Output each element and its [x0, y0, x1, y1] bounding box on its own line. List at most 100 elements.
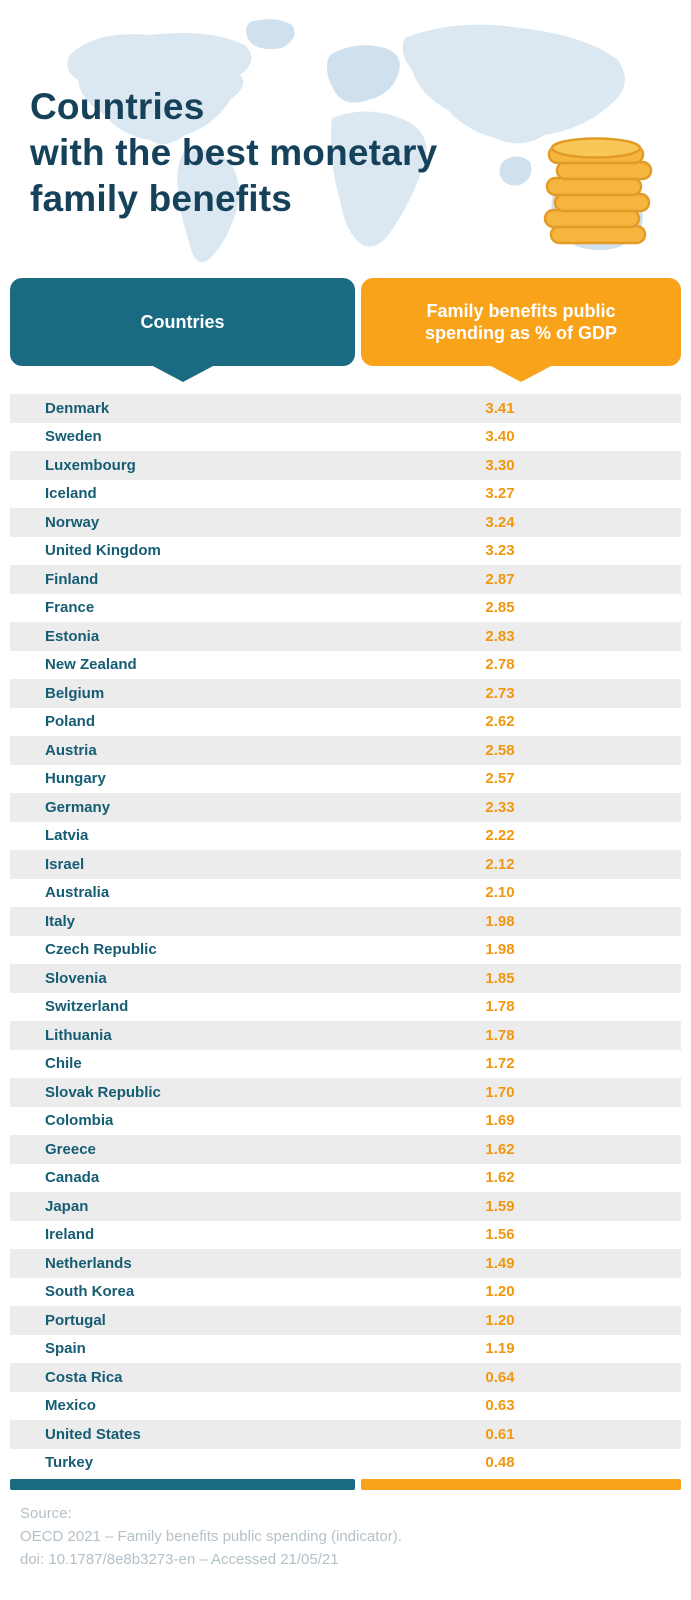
table-row: Finland 2.87 [10, 565, 681, 594]
country-name: United Kingdom [45, 542, 161, 560]
source-line-1: OECD 2021 – Family benefits public spend… [20, 1528, 402, 1545]
column-header-countries-label: Countries [140, 311, 225, 332]
table-row: Czech Republic 1.98 [10, 936, 681, 965]
country-name: Italy [45, 912, 76, 930]
spending-value: 1.56 [485, 1226, 515, 1244]
country-name: Lithuania [45, 1026, 112, 1044]
table-row: Greece 1.62 [10, 1135, 681, 1164]
country-name: New Zealand [45, 656, 137, 674]
spending-value: 1.62 [485, 1169, 515, 1187]
table-row: Poland 2.62 [10, 708, 681, 737]
spending-value: 0.48 [485, 1454, 515, 1472]
spending-value: 2.85 [485, 599, 515, 617]
country-name: Australia [45, 884, 110, 902]
country-name: Germany [45, 798, 111, 816]
spending-value: 2.58 [485, 741, 515, 759]
country-name: Netherlands [45, 1254, 132, 1272]
country-name: Estonia [45, 627, 100, 645]
page-title: Countries with the best monetary family … [0, 0, 560, 222]
country-name: Czech Republic [45, 941, 157, 959]
table-row: Japan 1.59 [10, 1192, 681, 1221]
country-name: Slovenia [45, 969, 107, 987]
spending-value: 2.78 [485, 656, 515, 674]
spending-value: 1.72 [485, 1055, 515, 1073]
spending-value: 1.62 [485, 1140, 515, 1158]
spending-value: 1.20 [485, 1283, 515, 1301]
table-row: Canada 1.62 [10, 1164, 681, 1193]
coin-stack-icon [543, 118, 653, 248]
table-row: Sweden 3.40 [10, 423, 681, 452]
spending-value: 3.40 [485, 428, 515, 446]
spending-value: 2.33 [485, 798, 515, 816]
column-header-spending: Family benefits public spending as % of … [361, 278, 681, 382]
table-row: Germany 2.33 [10, 793, 681, 822]
country-name: Ireland [45, 1226, 95, 1244]
country-name: Chile [45, 1055, 82, 1073]
table-row: Portugal 1.20 [10, 1306, 681, 1335]
table-row: Belgium 2.73 [10, 679, 681, 708]
country-name: Portugal [45, 1311, 106, 1329]
country-name: Norway [45, 513, 100, 531]
spending-value: 0.64 [485, 1368, 515, 1386]
spending-value: 1.85 [485, 969, 515, 987]
column-header-countries: Countries [10, 278, 355, 382]
title-line-2: with the best monetary [30, 132, 438, 173]
spending-value: 1.98 [485, 941, 515, 959]
table-row: New Zealand 2.78 [10, 651, 681, 680]
table-footer-bars [10, 1479, 681, 1490]
country-name: United States [45, 1425, 141, 1443]
table-row: South Korea 1.20 [10, 1278, 681, 1307]
spending-value: 2.22 [485, 827, 515, 845]
spending-value: 3.30 [485, 456, 515, 474]
spending-value: 1.70 [485, 1083, 515, 1101]
table-row: Latvia 2.22 [10, 822, 681, 851]
spending-value: 1.59 [485, 1197, 515, 1215]
table-row: Denmark 3.41 [10, 394, 681, 423]
spending-value: 1.69 [485, 1112, 515, 1130]
spending-value: 2.73 [485, 684, 515, 702]
table-row: Slovak Republic 1.70 [10, 1078, 681, 1107]
title-line-3: family benefits [30, 178, 293, 219]
table-row: Chile 1.72 [10, 1050, 681, 1079]
spending-value: 1.20 [485, 1311, 515, 1329]
table-row: Lithuania 1.78 [10, 1021, 681, 1050]
country-name: Turkey [45, 1454, 94, 1472]
table-row: Costa Rica 0.64 [10, 1363, 681, 1392]
table-row: Estonia 2.83 [10, 622, 681, 651]
country-name: Finland [45, 570, 99, 588]
table-header-row: Countries Family benefits public spendin… [10, 278, 681, 382]
country-name: Latvia [45, 827, 89, 845]
table-row: Slovenia 1.85 [10, 964, 681, 993]
spending-value: 2.57 [485, 770, 515, 788]
source-line-2: doi: 10.1787/8e8b3273-en – Accessed 21/0… [20, 1551, 339, 1568]
country-name: Spain [45, 1340, 86, 1358]
spending-value: 1.98 [485, 912, 515, 930]
spending-value: 3.27 [485, 485, 515, 503]
country-name: South Korea [45, 1283, 135, 1301]
country-name: Costa Rica [45, 1368, 123, 1386]
table-row: Netherlands 1.49 [10, 1249, 681, 1278]
spending-value: 2.62 [485, 713, 515, 731]
country-name: Austria [45, 741, 97, 759]
table-row: Norway 3.24 [10, 508, 681, 537]
table-row: Israel 2.12 [10, 850, 681, 879]
country-name: Belgium [45, 684, 105, 702]
spending-value: 1.49 [485, 1254, 515, 1272]
spending-value: 2.83 [485, 627, 515, 645]
table-row: Iceland 3.27 [10, 480, 681, 509]
orange-bottom-bar [361, 1479, 681, 1490]
country-name: Canada [45, 1169, 100, 1187]
spending-value: 0.61 [485, 1425, 515, 1443]
spending-value: 3.41 [485, 399, 515, 417]
table-row: Austria 2.58 [10, 736, 681, 765]
spending-value: 3.23 [485, 542, 515, 560]
table-row: Turkey 0.48 [10, 1449, 681, 1478]
country-name: Greece [45, 1140, 96, 1158]
country-name: France [45, 599, 95, 617]
column-header-spending-label: Family benefits public spending as % of … [424, 301, 618, 343]
country-name: Switzerland [45, 998, 129, 1016]
table-row: Ireland 1.56 [10, 1221, 681, 1250]
table-row: Colombia 1.69 [10, 1107, 681, 1136]
country-name: Israel [45, 855, 85, 873]
spending-value: 2.87 [485, 570, 515, 588]
